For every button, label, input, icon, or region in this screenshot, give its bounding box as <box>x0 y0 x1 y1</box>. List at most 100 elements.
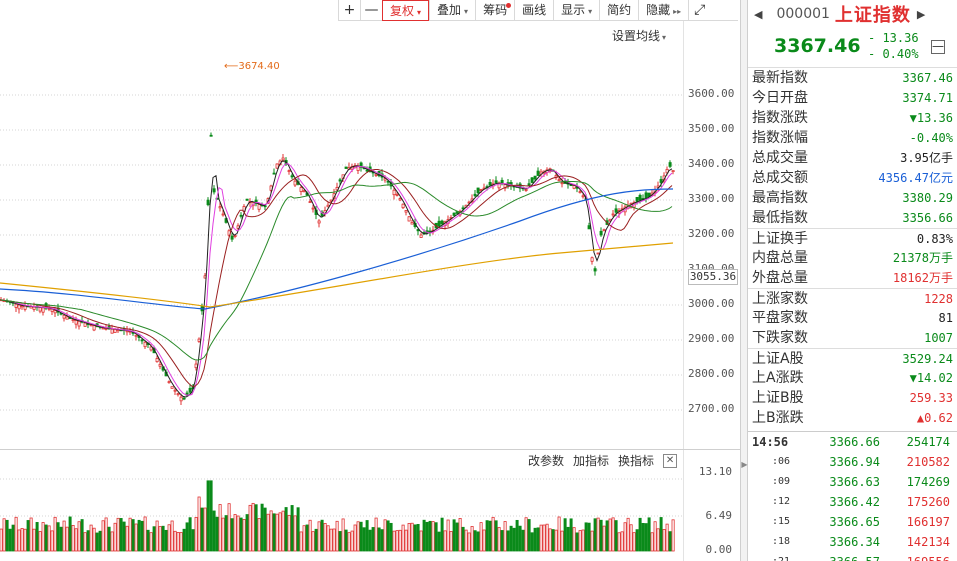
volume-bar <box>359 521 363 552</box>
volume-bar <box>293 515 297 552</box>
volume-bar <box>197 496 201 552</box>
edit-params-button[interactable]: 改参数 <box>528 454 565 468</box>
volume-bar <box>638 517 642 552</box>
switch-indicator-button[interactable]: 换指标 <box>618 454 655 468</box>
tick-volume: 166197 <box>906 515 950 529</box>
volume-bar <box>47 525 51 552</box>
volume-chart[interactable] <box>0 470 684 561</box>
simple-button-label: 简约 <box>607 3 632 17</box>
tick-price: 3366.42 <box>829 495 880 509</box>
volume-bar <box>92 527 96 552</box>
stat-value: ▼13.36 <box>909 111 953 125</box>
volume-bar <box>458 518 462 552</box>
volume-bar <box>554 529 558 552</box>
ma-settings-button[interactable]: 设置均线 ▾ <box>612 27 666 44</box>
volume-bar <box>650 532 654 552</box>
candle-body <box>668 162 672 167</box>
adjust-menu[interactable]: 复权 ▾ <box>382 0 430 21</box>
volume-bar <box>659 517 663 552</box>
candle-body <box>452 212 456 216</box>
zoom-out-button[interactable]: — <box>360 0 382 21</box>
candle-body <box>155 358 159 363</box>
volume-bar <box>5 519 9 552</box>
expand-icon[interactable]: ⤢ <box>688 0 710 21</box>
volume-bar <box>86 530 90 552</box>
volume-bar <box>239 517 243 552</box>
volume-bar <box>626 517 630 552</box>
stat-value: 3356.66 <box>902 211 953 225</box>
price-tick-label: 3300.00 <box>688 192 735 205</box>
stat-row: 指数涨幅 -0.40% <box>748 128 957 148</box>
candle-body <box>479 189 483 191</box>
volume-bar <box>74 528 78 552</box>
stat-value: 3367.46 <box>902 71 953 85</box>
volume-divider[interactable] <box>0 449 740 450</box>
volume-bar <box>524 517 528 552</box>
simple-button[interactable]: 简约 <box>599 0 638 21</box>
stock-name: 上证指数 <box>834 5 911 26</box>
hide-button[interactable]: 隐藏 ▸▸ <box>638 0 688 21</box>
volume-bar <box>512 527 516 552</box>
volume-bar <box>83 532 87 552</box>
candle-body <box>578 191 582 194</box>
volume-bar <box>452 519 456 552</box>
hide-button-label: 隐藏 <box>646 3 671 17</box>
price-summary: 3367.46 - 13.36 - 0.40% — <box>748 28 957 68</box>
candle-body <box>536 170 540 176</box>
tick-row: :213366.57169556 <box>748 552 957 561</box>
volume-bar <box>176 532 180 552</box>
volume-bar <box>473 530 477 552</box>
volume-bar <box>518 525 522 552</box>
price-change: - 13.36 <box>868 31 919 45</box>
volume-bar <box>257 518 261 552</box>
price-tick-label: 2700.00 <box>688 402 735 415</box>
collapse-button[interactable]: — <box>931 39 945 54</box>
candle-body <box>134 334 138 337</box>
add-indicator-button[interactable]: 加指标 <box>573 454 610 468</box>
chip-button[interactable]: 筹码 <box>475 0 514 21</box>
tick-time: :09 <box>772 476 791 487</box>
volume-bar <box>362 527 366 552</box>
zoom-in-button[interactable]: + <box>338 0 360 21</box>
candle-body <box>62 314 66 319</box>
volume-bar <box>146 529 150 552</box>
candle-body <box>293 180 297 186</box>
volume-bar <box>422 519 426 552</box>
tick-volume: 254174 <box>906 435 950 449</box>
volume-bar <box>461 526 465 552</box>
panel-splitter[interactable]: ▶ <box>740 0 748 561</box>
volume-bar <box>395 530 399 552</box>
candle-body <box>581 195 585 198</box>
overlay-menu[interactable]: 叠加 ▾ <box>429 0 475 21</box>
volume-bar <box>548 528 552 552</box>
volume-bar <box>542 524 546 552</box>
stat-row: 内盘总量 21378万手 <box>748 248 957 268</box>
chevron-right-icon[interactable]: ▶ <box>741 460 748 469</box>
chevron-down-icon: ▾ <box>662 33 667 42</box>
prev-stock-icon[interactable]: ◀ <box>754 7 763 21</box>
candle-body <box>206 199 210 206</box>
stat-label: 最高指数 <box>752 190 808 206</box>
stat-value: 3.95亿手 <box>900 151 953 165</box>
volume-bar <box>566 526 570 552</box>
draw-button[interactable]: 画线 <box>514 0 553 21</box>
quote-stats: 最新指数 3367.46 今日开盘 3374.71 指数涨跌 ▼13.36 指数涨幅 -0.4… <box>748 68 957 428</box>
volume-bar <box>230 518 234 552</box>
candle-body <box>596 252 600 255</box>
tick-volume: 142134 <box>906 535 950 549</box>
kline-chart[interactable] <box>0 21 684 449</box>
volume-bar <box>233 514 237 552</box>
volume-bar <box>617 532 621 552</box>
candle-body <box>287 170 291 173</box>
volume-bar <box>68 516 72 552</box>
volume-bar <box>245 514 249 552</box>
next-stock-icon[interactable]: ▶ <box>916 7 926 21</box>
panel-header: ◀ 000001 上证指数 ▶ <box>748 0 957 28</box>
candle-body <box>407 216 411 222</box>
close-icon[interactable]: ✕ <box>663 453 678 468</box>
tick-row: 14:56 3366.66 254174 <box>748 432 957 452</box>
display-menu[interactable]: 显示 ▾ <box>553 0 599 21</box>
volume-bar <box>332 528 336 552</box>
volume-bar <box>425 521 429 552</box>
ma30-line <box>0 181 673 361</box>
